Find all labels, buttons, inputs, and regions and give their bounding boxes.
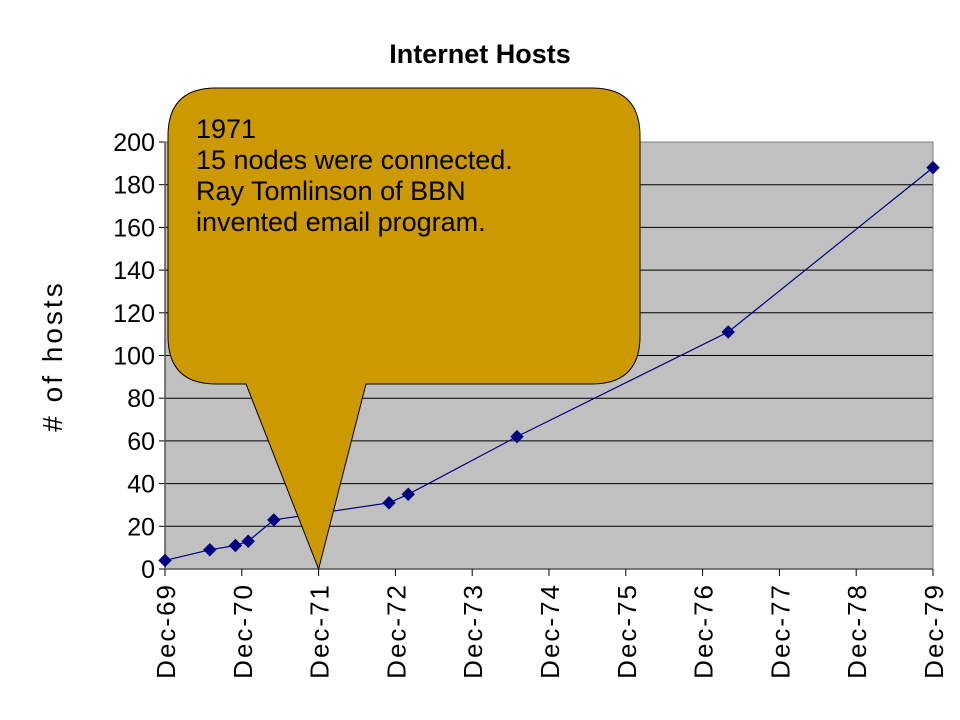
- x-tick-labels: Dec-69 Dec-70 Dec-71 Dec-72 Dec-73 Dec-74 Dec-…: [151, 583, 949, 679]
- x-tick-label: Dec-73: [458, 583, 488, 679]
- data-point-marker: [203, 543, 217, 557]
- annotation-line-person: Ray Tomlinson of BBN: [196, 176, 466, 206]
- annotation-line-invention: invented email program.: [196, 207, 486, 237]
- y-tick-label: 40: [127, 471, 155, 499]
- data-point-marker: [158, 553, 172, 568]
- y-tick-labels: 0 20 40 60 80 100 120 140 160 180 200: [113, 129, 155, 584]
- y-tick-label: 100: [113, 343, 155, 371]
- x-tick-label: Dec-75: [612, 583, 642, 679]
- x-tick-label: Dec-78: [842, 583, 872, 679]
- y-tick-label: 20: [127, 513, 155, 541]
- x-tick-label: Dec-74: [535, 583, 565, 679]
- annotation-line-year: 1971: [196, 114, 257, 144]
- data-point-marker: [241, 534, 255, 548]
- data-point-marker: [267, 513, 281, 527]
- y-axis-label: # of hosts: [37, 280, 68, 431]
- data-point-marker: [228, 538, 243, 553]
- chart-title: Internet Hosts: [389, 39, 571, 69]
- x-tick-label: Dec-79: [919, 583, 949, 679]
- y-tick-label: 160: [113, 214, 155, 242]
- y-tick-label: 200: [113, 129, 155, 157]
- y-tick-label: 60: [127, 428, 155, 456]
- data-point-marker: [382, 496, 396, 510]
- data-point-marker: [926, 160, 940, 175]
- x-tick-label: Dec-70: [228, 583, 258, 679]
- data-point-marker: [721, 325, 735, 339]
- annotation-callout: [167, 87, 641, 571]
- annotation-line-nodes: 15 nodes were connected.: [196, 145, 513, 175]
- x-tick-label: Dec-69: [151, 583, 181, 679]
- y-tick-label: 180: [113, 172, 155, 200]
- x-tick-label: Dec-76: [689, 583, 719, 679]
- y-tick-label: 140: [113, 257, 155, 285]
- x-tick-label: Dec-77: [765, 583, 795, 679]
- data-point-marker: [401, 487, 415, 501]
- x-tick-label: Dec-71: [305, 583, 335, 679]
- y-tick-label: 120: [113, 300, 155, 328]
- callout-balloon: [167, 87, 641, 571]
- data-point-marker: [510, 429, 524, 444]
- annotation-text: 1971 15 nodes were connected. Ray Tomlin…: [196, 114, 626, 238]
- x-tick-label: Dec-72: [381, 583, 411, 679]
- y-tick-label: 80: [127, 385, 155, 413]
- y-tick-label: 0: [141, 556, 155, 584]
